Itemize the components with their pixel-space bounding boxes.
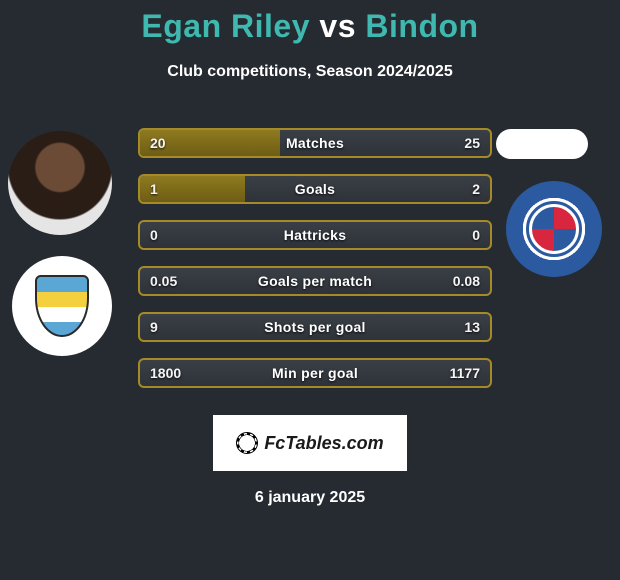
stat-value-left: 20 xyxy=(140,130,176,156)
stat-value-left: 9 xyxy=(140,314,168,340)
club-badge-icon xyxy=(529,204,579,254)
stat-name: Goals per match xyxy=(140,268,490,294)
comparison-stage: Matches20 25 Goals1 2 Hattricks0 0 Goals per m… xyxy=(0,121,620,391)
player2-club-crest xyxy=(506,181,602,277)
branding-badge: FcTables.com xyxy=(213,415,407,471)
stat-value-left: 0.05 xyxy=(140,268,187,294)
stat-row: Hattricks0 0 xyxy=(138,220,492,250)
stat-name: Goals xyxy=(140,176,490,202)
title-vs: vs xyxy=(319,8,356,44)
stat-value-right: 2 xyxy=(462,176,490,202)
stat-value-right: 13 xyxy=(454,314,490,340)
stat-value-right: 0.08 xyxy=(443,268,490,294)
stat-value-right: 0 xyxy=(462,222,490,248)
stat-value-left: 0 xyxy=(140,222,168,248)
snapshot-date: 6 january 2025 xyxy=(0,489,620,507)
stat-name: Min per goal xyxy=(140,360,490,386)
stat-row: Goals per match0.05 0.08 xyxy=(138,266,492,296)
stat-value-left: 1 xyxy=(140,176,168,202)
stat-row: Min per goal1800 1177 xyxy=(138,358,492,388)
player2-name: Bindon xyxy=(365,8,478,44)
shield-icon xyxy=(35,275,89,337)
stat-name: Shots per goal xyxy=(140,314,490,340)
stat-bars: Matches20 25 Goals1 2 Hattricks0 0 Goals per m… xyxy=(138,128,492,404)
branding-text: FcTables.com xyxy=(264,433,383,454)
stat-name: Hattricks xyxy=(140,222,490,248)
stat-row: Shots per goal9 13 xyxy=(138,312,492,342)
subtitle: Club competitions, Season 2024/2025 xyxy=(0,63,620,81)
comparison-title: Egan Riley vs Bindon xyxy=(0,0,620,45)
player1-avatar xyxy=(8,131,112,235)
stat-row: Goals1 2 xyxy=(138,174,492,204)
player1-name: Egan Riley xyxy=(141,8,310,44)
stat-value-right: 25 xyxy=(454,130,490,156)
stat-value-left: 1800 xyxy=(140,360,191,386)
stat-name: Matches xyxy=(140,130,490,156)
player1-club-crest xyxy=(12,256,112,356)
soccer-ball-icon xyxy=(236,432,258,454)
stat-row: Matches20 25 xyxy=(138,128,492,158)
stat-value-right: 1177 xyxy=(440,360,490,386)
player2-avatar xyxy=(496,129,588,159)
